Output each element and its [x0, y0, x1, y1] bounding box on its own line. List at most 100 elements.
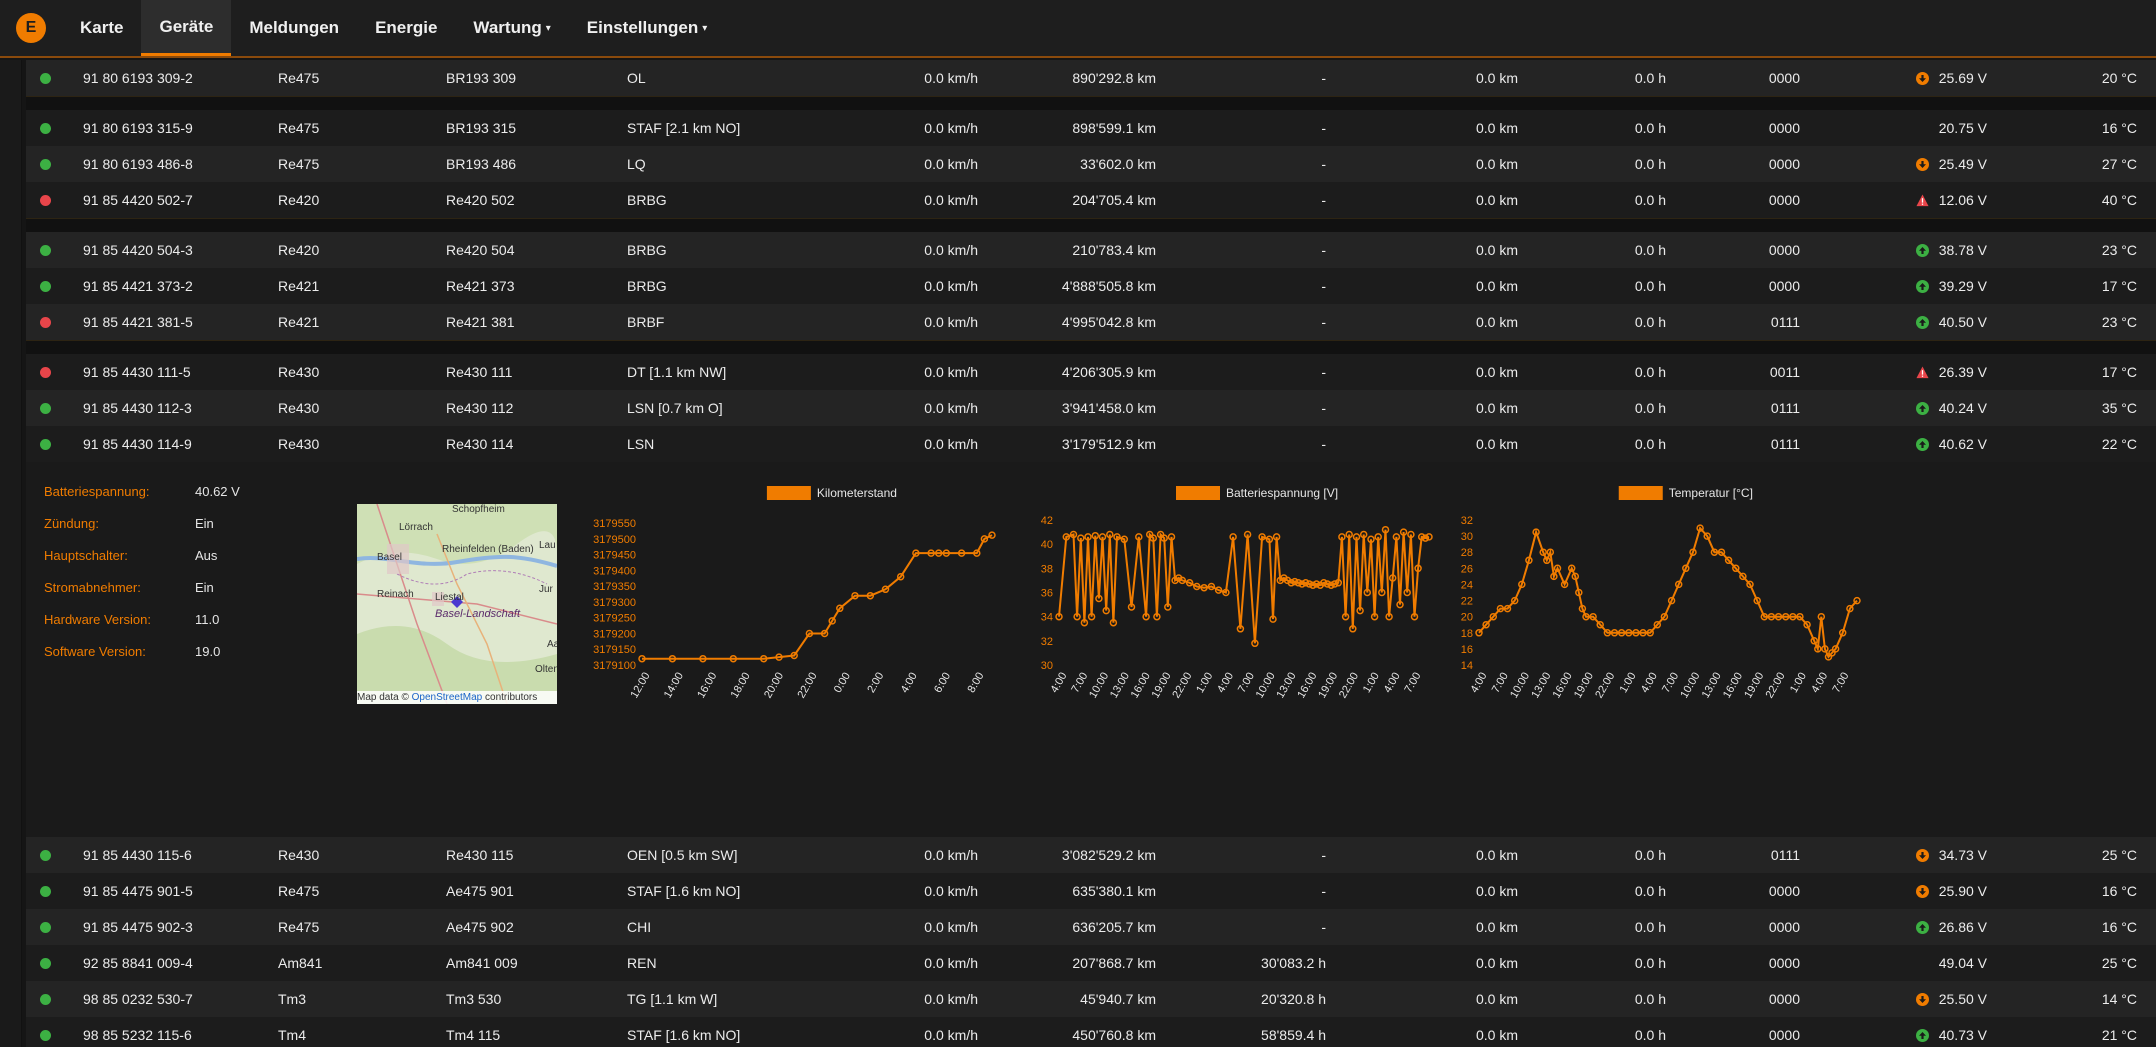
device-row[interactable]: 91 85 4430 114-9 Re430 Re430 114 LSN 0.0 km/…	[26, 426, 2156, 462]
data-point	[1087, 612, 1096, 621]
battery-voltage: 40.50 V	[1938, 314, 1987, 330]
x-tick-label: 4:00	[1468, 671, 1489, 696]
openstreetmap-link[interactable]: OpenStreetMap	[411, 692, 483, 703]
data-point	[1363, 588, 1372, 597]
device-row[interactable]: 91 85 4430 115-6 Re430 Re430 115 OEN [0.5 k…	[26, 837, 2156, 873]
nav-item-energie[interactable]: Energie	[357, 0, 455, 56]
device-row[interactable]: 91 85 4475 902-3 Re475 Ae475 902 CHI 0.0 km/…	[26, 909, 2156, 945]
data-point	[1603, 629, 1612, 637]
battery-voltage: 26.86 V	[1938, 919, 1987, 935]
trip-hours: 0.0 h	[1634, 314, 1666, 330]
operating-hours: -	[1321, 192, 1326, 208]
data-point	[1803, 620, 1811, 629]
data-point	[1164, 603, 1172, 611]
y-tick-label: 30	[1461, 531, 1473, 543]
status-code: 0000	[1768, 156, 1800, 172]
device-type: Re475	[278, 120, 320, 136]
device-row[interactable]: 91 85 4420 504-3 Re420 Re420 504 BRBG 0.0 km…	[26, 232, 2156, 268]
trip-km: 0.0 km	[1475, 242, 1518, 258]
device-type: Re430	[278, 847, 320, 863]
data-point	[638, 654, 646, 663]
data-point	[1378, 588, 1386, 597]
data-point	[1142, 612, 1150, 621]
nav-item-einstellungen[interactable]: Einstellungen ▾	[569, 0, 726, 56]
trip-km: 0.0 km	[1475, 883, 1518, 899]
x-tick-label: 7:00	[1236, 671, 1257, 696]
device-row[interactable]: 91 85 4420 502-7 Re420 Re420 502 BRBG 0.0 km…	[26, 182, 2156, 218]
nav-item-karte[interactable]: Karte	[62, 0, 141, 56]
trip-km: 0.0 km	[1475, 156, 1518, 172]
device-row[interactable]: 91 80 6193 486-8 Re475 BR193 486 LQ 0.0 km/h…	[26, 146, 2156, 182]
data-point	[1510, 596, 1519, 605]
data-point	[1417, 533, 1426, 541]
x-tick-label: 6:00	[932, 671, 953, 696]
location-map[interactable]: Schopfheim Lörrach Rheinfelden (Baden) Base…	[357, 504, 557, 704]
temperature: 16 °C	[2101, 120, 2137, 136]
nav-item-meldungen[interactable]: Meldungen	[231, 0, 357, 56]
temperature: 17 °C	[2101, 364, 2137, 380]
trip-hours: 0.0 h	[1634, 278, 1666, 294]
device-type: Re475	[278, 70, 320, 86]
device-location: DT [1.1 km NW]	[627, 364, 727, 380]
status-code: 0000	[1768, 955, 1800, 971]
device-row[interactable]: 91 85 4421 381-5 Re421 Re421 381 BRBF 0.0 km…	[26, 304, 2156, 340]
device-location: BRBF	[627, 314, 665, 330]
speed-value: 0.0 km/h	[924, 314, 978, 330]
data-point	[1682, 564, 1690, 573]
device-row[interactable]: 91 85 4430 111-5 Re430 Re430 111 DT [1.1 km…	[26, 354, 2156, 390]
temperature: 16 °C	[2101, 919, 2137, 935]
device-type: Re421	[278, 314, 320, 330]
x-tick-label: 2:00	[865, 671, 886, 696]
data-point	[1214, 586, 1223, 594]
voltage-trend-warn-icon	[1916, 194, 1929, 207]
nav-item-geräte[interactable]: Geräte	[141, 0, 232, 56]
voltage-trend-up-icon	[1916, 280, 1929, 293]
device-row[interactable]: 91 85 4430 112-3 Re430 Re430 112 LSN [0.7 k…	[26, 390, 2156, 426]
device-row[interactable]: 91 80 6193 309-2 Re475 BR193 309 OL 0.0 km/h…	[26, 60, 2156, 96]
device-row[interactable]: 92 85 8841 009-4 Am841 Am841 009 REN 0.0 km/…	[26, 945, 2156, 981]
app-logo[interactable]: E	[0, 0, 62, 56]
battery-voltage: 26.39 V	[1938, 364, 1987, 380]
device-row[interactable]: 98 85 5232 115-6 Tm4 Tm4 115 STAF [1.6 km N…	[26, 1017, 2156, 1047]
data-point	[957, 549, 966, 557]
data-point	[1207, 582, 1216, 591]
voltage-trend-up-icon	[1916, 316, 1929, 329]
x-tick-label: 4:00	[1215, 671, 1236, 696]
operating-hours: -	[1321, 364, 1326, 380]
device-id: 91 85 4430 111-5	[83, 364, 191, 380]
chevron-down-icon: ▾	[545, 22, 551, 34]
data-point	[1674, 580, 1683, 589]
x-tick-label: 8:00	[965, 671, 986, 696]
trip-km: 0.0 km	[1475, 314, 1518, 330]
status-code: 0000	[1768, 278, 1800, 294]
y-tick-label: 3179150	[593, 644, 636, 656]
data-point	[1330, 580, 1339, 588]
detail-label: Hardware Version:	[44, 612, 151, 627]
x-tick-label: 19:00	[1150, 671, 1174, 701]
map-place-label: Aa	[547, 639, 557, 650]
trip-km: 0.0 km	[1475, 120, 1518, 136]
data-point	[1399, 528, 1408, 536]
device-id: 91 85 4475 902-3	[83, 919, 193, 935]
device-row[interactable]: 98 85 0232 530-7 Tm3 Tm3 530 TG [1.1 km W] 0…	[26, 981, 2156, 1017]
trip-hours: 0.0 h	[1634, 991, 1666, 1007]
trip-hours: 0.0 h	[1634, 400, 1666, 416]
nav-item-wartung[interactable]: Wartung ▾	[455, 0, 568, 56]
data-point	[1178, 576, 1187, 585]
device-row[interactable]: 91 85 4421 373-2 Re421 Re421 373 BRBG 0.0 km…	[26, 268, 2156, 304]
status-code: 0000	[1768, 919, 1800, 935]
y-tick-label: 36	[1041, 588, 1053, 600]
x-tick-label: 19:00	[1742, 671, 1766, 701]
device-row[interactable]: 91 80 6193 315-9 Re475 BR193 315 STAF [2.1 …	[26, 110, 2156, 146]
device-type: Re430	[278, 436, 320, 452]
data-point	[1403, 588, 1411, 597]
data-point	[775, 653, 783, 661]
voltage-trend-down-icon	[1916, 158, 1929, 171]
data-point	[1272, 533, 1281, 541]
operating-hours: 30'083.2 h	[1261, 955, 1326, 971]
device-row[interactable]: 91 85 4475 901-5 Re475 Ae475 901 STAF [1.6 …	[26, 873, 2156, 909]
operating-hours: -	[1321, 847, 1326, 863]
speed-value: 0.0 km/h	[924, 847, 978, 863]
data-point	[1518, 580, 1526, 589]
nav-item-label: Meldungen	[249, 18, 340, 37]
